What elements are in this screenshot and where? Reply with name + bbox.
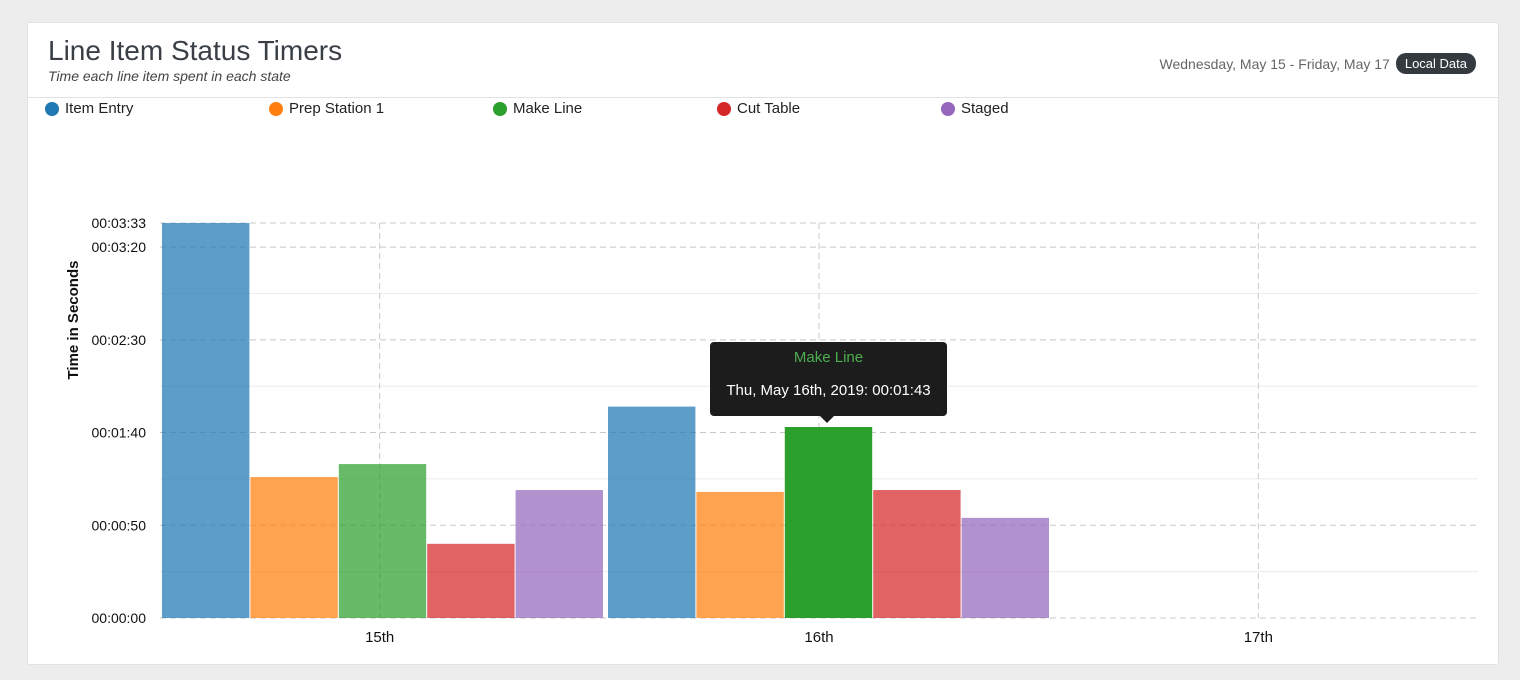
x-tick-label: 16th <box>804 629 833 646</box>
bar-staged-15th <box>515 490 603 618</box>
bar-cut-table-15th <box>427 543 515 618</box>
local-data-badge: Local Data <box>1395 53 1476 74</box>
bar-item-entry-16th <box>608 406 696 618</box>
chart-tooltip: Make Line Thu, May 16th, 2019: 00:01:43 <box>710 342 947 423</box>
legend-swatch <box>717 101 731 116</box>
bar-prep-station-1-16th <box>696 491 784 618</box>
date-range-text[interactable]: Wednesday, May 15 - Friday, May 17 <box>1159 55 1390 72</box>
y-tick-label: 00:00:00 <box>92 610 147 626</box>
bar-item-entry-15th <box>162 223 250 618</box>
legend-label: Item Entry <box>65 100 134 117</box>
page-subtitle: Time each line item spent in each state <box>48 68 291 84</box>
legend-item-make-line[interactable]: Make Line <box>493 100 582 117</box>
legend-item-cut-table[interactable]: Cut Table <box>717 100 800 117</box>
y-tick-label: 00:00:50 <box>92 517 147 533</box>
panel-header: Line Item Status Timers Time each line i… <box>28 23 1498 98</box>
legend-item-staged[interactable]: Staged <box>941 100 1009 117</box>
x-tick-label: 17th <box>1244 629 1273 646</box>
chart-legend: Item Entry Prep Station 1 Make Line Cut Tab… <box>45 100 1045 120</box>
y-tick-label: 00:01:40 <box>92 425 147 441</box>
tooltip-series-name: Make Line <box>793 349 864 366</box>
legend-label: Prep Station 1 <box>289 100 385 117</box>
bar-cut-table-16th <box>873 490 961 618</box>
legend-item-prep-station-1[interactable]: Prep Station 1 <box>269 100 384 117</box>
legend-label: Cut Table <box>737 100 801 117</box>
y-tick-label: 00:03:33 <box>92 215 147 231</box>
legend-label: Make Line <box>513 100 583 117</box>
y-axis-label: Time in Seconds <box>65 261 82 380</box>
y-tick-label: 00:03:20 <box>92 239 147 255</box>
legend-item-item-entry[interactable]: Item Entry <box>45 100 133 117</box>
legend-swatch <box>493 101 507 116</box>
x-tick-label: 15th <box>365 629 394 646</box>
tooltip-value: Thu, May 16th, 2019: 00:01:43 <box>726 382 931 399</box>
bar-make-line-15th <box>338 464 427 618</box>
y-tick-label: 00:02:30 <box>92 332 147 348</box>
date-range[interactable]: Wednesday, May 15 - Friday, May 17 Local… <box>1160 53 1476 74</box>
page-title: Line Item Status Timers <box>48 35 343 66</box>
bar-make-line-16th <box>784 426 873 618</box>
bar-prep-station-1-15th <box>250 477 338 618</box>
legend-swatch <box>941 101 955 116</box>
legend-swatch <box>45 101 59 116</box>
legend-label: Staged <box>961 100 1009 117</box>
bar-staged-16th <box>961 517 1049 618</box>
legend-swatch <box>269 101 283 116</box>
